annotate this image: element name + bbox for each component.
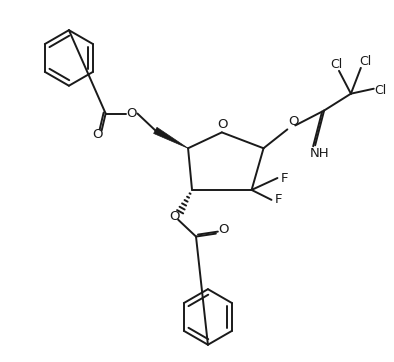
Text: O: O <box>217 118 228 131</box>
Text: NH: NH <box>309 147 329 160</box>
Polygon shape <box>154 127 188 148</box>
Text: O: O <box>169 210 179 223</box>
Text: O: O <box>93 128 103 141</box>
Text: O: O <box>288 115 299 128</box>
Text: Cl: Cl <box>330 58 342 71</box>
Text: F: F <box>275 193 282 206</box>
Text: F: F <box>281 172 288 185</box>
Text: O: O <box>126 107 137 120</box>
Text: O: O <box>219 223 229 236</box>
Text: Cl: Cl <box>375 84 387 97</box>
Text: Cl: Cl <box>360 55 372 68</box>
